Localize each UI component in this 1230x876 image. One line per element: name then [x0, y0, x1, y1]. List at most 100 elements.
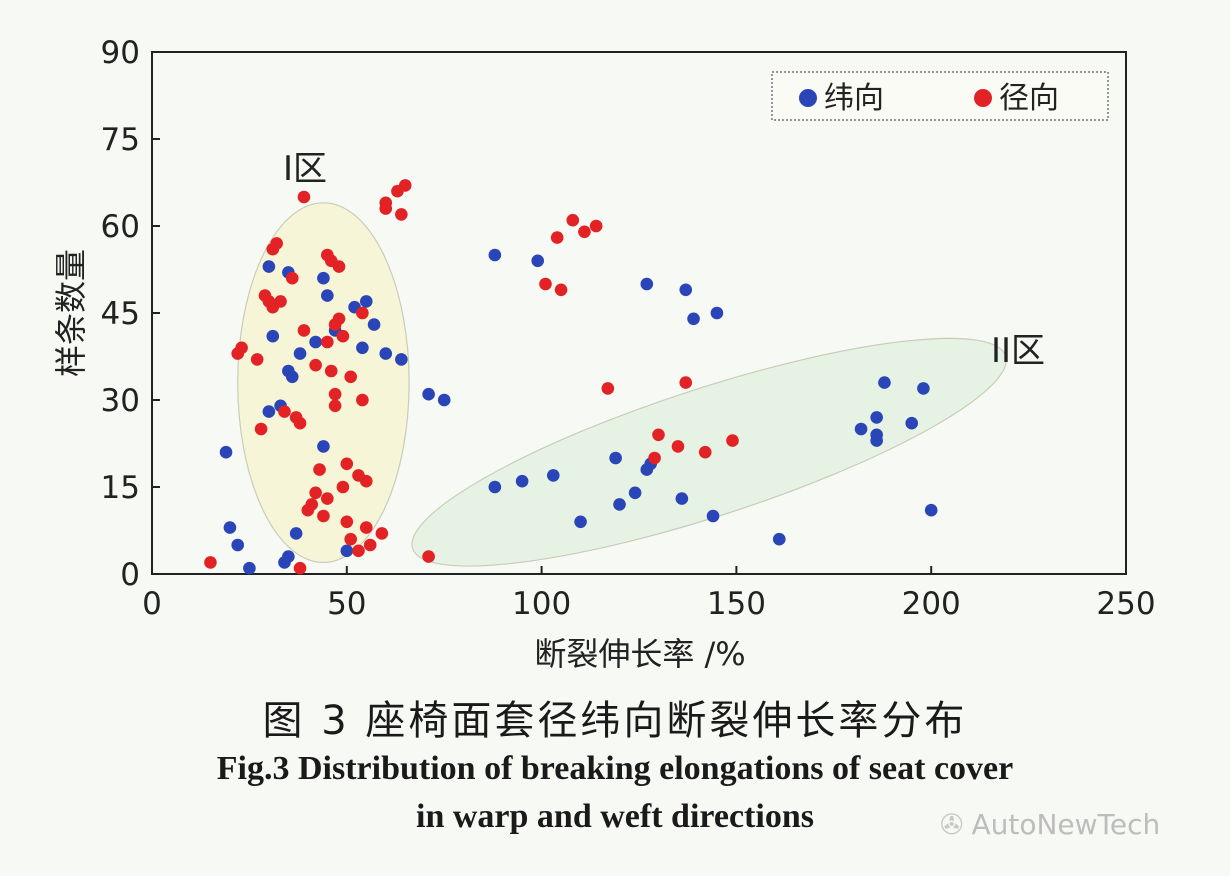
weft-data-point	[317, 271, 330, 285]
weft-data-point	[675, 492, 689, 505]
weft-data-point	[772, 532, 786, 546]
weft-data-point	[640, 277, 654, 291]
weft-data-point	[317, 440, 330, 453]
watermark-text: AutoNewTech	[971, 808, 1161, 841]
warp-data-point	[379, 196, 393, 210]
x-tick-label: 0	[142, 586, 162, 622]
y-tick-label: 75	[101, 122, 140, 158]
warp-data-point	[539, 277, 552, 291]
warp-data-point	[328, 399, 342, 413]
region-label-2: II区	[991, 331, 1045, 371]
region-label-1: I区	[283, 149, 327, 189]
legend-marker-warp	[974, 89, 992, 107]
weft-data-point	[359, 295, 373, 308]
legend-marker-weft	[799, 89, 817, 107]
x-tick-label: 250	[1096, 586, 1155, 622]
weft-data-point	[309, 335, 322, 349]
y-axis-label: 样条数量	[52, 249, 90, 377]
warp-data-point	[321, 335, 334, 349]
warp-data-point	[297, 190, 311, 204]
points-layer	[204, 179, 938, 575]
legend-label-weft: 纬向	[824, 81, 884, 116]
warp-data-point	[395, 208, 408, 221]
weft-data-point	[905, 416, 919, 430]
warp-data-point	[340, 457, 354, 471]
weft-data-point	[395, 353, 408, 366]
warp-data-point	[332, 260, 346, 273]
weft-data-point	[262, 405, 276, 418]
warp-data-point	[305, 498, 319, 511]
weft-data-point	[289, 527, 303, 540]
warp-data-point	[566, 213, 580, 227]
weft-data-point	[710, 306, 724, 320]
weft-data-point	[706, 509, 720, 523]
warp-data-point	[321, 492, 334, 505]
warp-data-point	[297, 324, 311, 337]
y-tick-label: 30	[101, 383, 140, 419]
weft-data-point	[223, 521, 237, 534]
weft-data-point	[488, 248, 502, 262]
watermark: ✇ AutoNewTech	[940, 808, 1160, 841]
weft-data-point	[488, 480, 502, 494]
weft-data-point	[531, 254, 545, 268]
warp-data-point	[309, 358, 322, 372]
weft-data-point	[321, 289, 334, 302]
warp-data-point	[422, 550, 435, 563]
warp-data-point	[652, 428, 665, 442]
x-axis-label: 断裂伸长率 /%	[534, 635, 745, 673]
x-tick-label: 150	[707, 586, 766, 622]
warp-data-point	[679, 376, 693, 389]
weft-data-point	[266, 329, 280, 343]
weft-data-point	[356, 341, 369, 355]
weft-data-point	[687, 312, 700, 326]
legend: 纬向 径向	[771, 71, 1109, 121]
warp-data-point	[375, 527, 389, 540]
weft-data-point	[613, 498, 626, 511]
warp-data-point	[293, 561, 307, 575]
figure-caption-english-line1: Fig.3 Distribution of breaking elongatio…	[216, 750, 1014, 787]
x-tick-label: 200	[902, 586, 961, 622]
legend-label-warp: 径向	[999, 81, 1059, 116]
warp-data-point	[340, 515, 354, 529]
weft-data-point	[609, 451, 622, 465]
warp-data-point	[332, 312, 346, 326]
warp-data-point	[250, 353, 264, 366]
y-tick-label: 60	[101, 209, 140, 245]
y-tick-label: 45	[101, 296, 140, 332]
warp-data-point	[554, 283, 568, 297]
weft-data-point	[924, 503, 938, 517]
weft-data-point	[231, 538, 245, 552]
weft-data-point	[282, 550, 295, 563]
weft-data-point	[285, 370, 299, 384]
weft-data-point	[878, 376, 891, 389]
weft-data-point	[574, 515, 587, 529]
weft-data-point	[546, 469, 560, 482]
warp-data-point	[726, 434, 739, 447]
warp-data-point	[317, 509, 330, 523]
warp-data-point	[589, 219, 603, 233]
wechat-icon: ✇	[940, 808, 964, 841]
warp-data-point	[309, 486, 322, 500]
warp-data-point	[336, 480, 350, 494]
warp-data-point	[328, 387, 342, 401]
weft-data-point	[367, 318, 381, 331]
weft-data-point	[917, 382, 930, 395]
warp-data-point	[356, 393, 369, 407]
regions-layer: I区 II区	[237, 149, 1045, 567]
warp-data-point	[344, 532, 357, 546]
warp-data-point	[398, 179, 412, 192]
y-tick-label: 90	[101, 35, 140, 71]
weft-data-point	[422, 387, 435, 401]
warp-data-point	[359, 474, 373, 488]
warp-data-point	[204, 556, 217, 569]
warp-data-point	[550, 231, 564, 244]
warp-data-point	[352, 544, 365, 558]
x-tick-label: 50	[327, 586, 366, 622]
figure-caption-english-line2: in warp and weft directions	[416, 798, 814, 835]
warp-data-point	[235, 341, 248, 355]
weft-data-point	[340, 544, 354, 558]
warp-data-point	[285, 271, 299, 285]
warp-data-point	[671, 440, 685, 453]
region-ellipse-1	[237, 202, 410, 564]
